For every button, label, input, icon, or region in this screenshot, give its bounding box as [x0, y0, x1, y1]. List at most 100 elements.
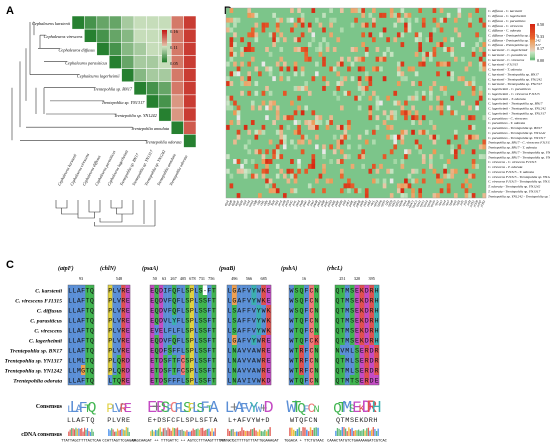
heatmap-cell [297, 37, 301, 43]
residue-letter: S [163, 378, 167, 385]
residue-letter: E [159, 328, 163, 335]
heatmap-cell [478, 144, 483, 150]
heatmap-cell [293, 85, 298, 91]
heatmap-cell [482, 154, 487, 160]
cdna-logo-bar [235, 431, 238, 436]
alignment-cell [163, 375, 168, 385]
alignment-cell [202, 295, 208, 305]
residue-letter: F [81, 298, 85, 305]
heatmap-cell [446, 12, 451, 18]
cdna-logo-bar [159, 427, 161, 436]
heatmap-cell [236, 193, 241, 199]
colorbar-segment [530, 24, 535, 26]
heatmap-cell [432, 168, 437, 174]
alignment-cell [121, 295, 126, 305]
heatmap-cell [361, 42, 366, 48]
residue-letter: E [150, 318, 154, 325]
residue-letter: W [257, 358, 261, 365]
heatmap-cell [339, 61, 344, 67]
heatmap-cell [468, 134, 472, 140]
residue-letter: M [77, 358, 81, 365]
cdna-logo-bar [181, 429, 183, 436]
heatmap-cell [226, 95, 230, 101]
heatmap-cell [279, 66, 284, 72]
colorbar-segment [530, 33, 535, 36]
residue-letter: E [150, 288, 154, 295]
residue-letter: L [73, 358, 77, 365]
heatmap-cell [332, 66, 337, 72]
alignment-cell [167, 375, 173, 385]
heatmap-cell [272, 188, 276, 194]
heatmap-cell [436, 134, 440, 140]
alignment-cell [289, 345, 295, 355]
alignment-cell [189, 375, 195, 385]
heatmap-cell [247, 168, 252, 174]
gene-label: rpl32 [394, 199, 401, 207]
residue-letter: D [159, 358, 163, 365]
alignment-cell [185, 295, 190, 305]
residue-letter: L [194, 328, 198, 335]
heatmap-cell [265, 46, 269, 52]
pair-label: C. virescens - C. virescens FJ1315 [488, 160, 537, 164]
heatmap-cell [282, 139, 287, 145]
heatmap-cell [286, 124, 291, 130]
residue-letter: R [365, 358, 369, 365]
heatmap-cell [418, 149, 422, 155]
residue-letter: T [212, 318, 216, 325]
heatmap-cell [400, 129, 405, 135]
heatmap-cell [482, 139, 487, 145]
alignment-cell [154, 285, 159, 295]
heatmap-cell [389, 12, 394, 18]
alignment-cell [76, 285, 82, 295]
heatmap-cell [464, 168, 469, 174]
residue-letter: E [126, 378, 130, 385]
residue-letter: C [310, 358, 314, 365]
residue-letter: D [159, 288, 163, 295]
heatmap-cell [247, 81, 252, 87]
gene-label: cemA [248, 199, 255, 207]
heatmap-cell [250, 105, 255, 111]
alignment-cell [207, 355, 212, 365]
alignment-cell [266, 345, 272, 355]
alignment-cell [299, 315, 305, 325]
heatmap-cell [468, 22, 472, 28]
colorbar-segment [530, 44, 535, 46]
residue-letter: T [340, 288, 344, 295]
alignment-cell [176, 375, 181, 385]
residue-letter: V [252, 308, 256, 315]
alignment-cell [339, 375, 345, 385]
alignment-cell [261, 365, 267, 375]
pair-label: Trentepohlia sp. BN17 - Trentepohlia sp.… [488, 155, 550, 159]
heatmap-cell [282, 134, 287, 140]
heatmap-cell [247, 149, 252, 155]
gene-label: infA [273, 199, 279, 206]
alignment-cell [125, 295, 131, 305]
alignment-cell [304, 295, 310, 305]
residue-letter: R [370, 328, 374, 335]
block-frame [149, 284, 217, 386]
gene-label: rpl20 [387, 199, 394, 207]
heatmap-cell [286, 76, 291, 82]
heatmap-cell [311, 154, 316, 160]
residue-letter: F [81, 378, 85, 385]
alignment-cell [299, 375, 305, 385]
heatmap-cell [247, 46, 252, 52]
residue-letter: Q [300, 318, 304, 325]
heatmap-cell [254, 134, 259, 140]
colorbar-segment [530, 50, 535, 52]
heatmap-cell [250, 27, 255, 33]
heatmap-cell [357, 154, 362, 160]
heatmap-cell [468, 193, 472, 199]
heatmap-cell [382, 27, 387, 33]
alignment-cell [256, 345, 262, 355]
heatmap-cell [265, 168, 269, 174]
alignment-cell [251, 315, 257, 325]
heatmap-cell [275, 115, 280, 121]
position-label: 395 [369, 276, 375, 281]
alignment-cell [374, 375, 380, 385]
residue-letter: T [340, 318, 344, 325]
heatmap-cell [297, 120, 301, 126]
residue-letter: T [212, 378, 216, 385]
consensus-sequence: L+AFVYW+D [228, 417, 270, 425]
residue-letter: L [113, 368, 117, 375]
